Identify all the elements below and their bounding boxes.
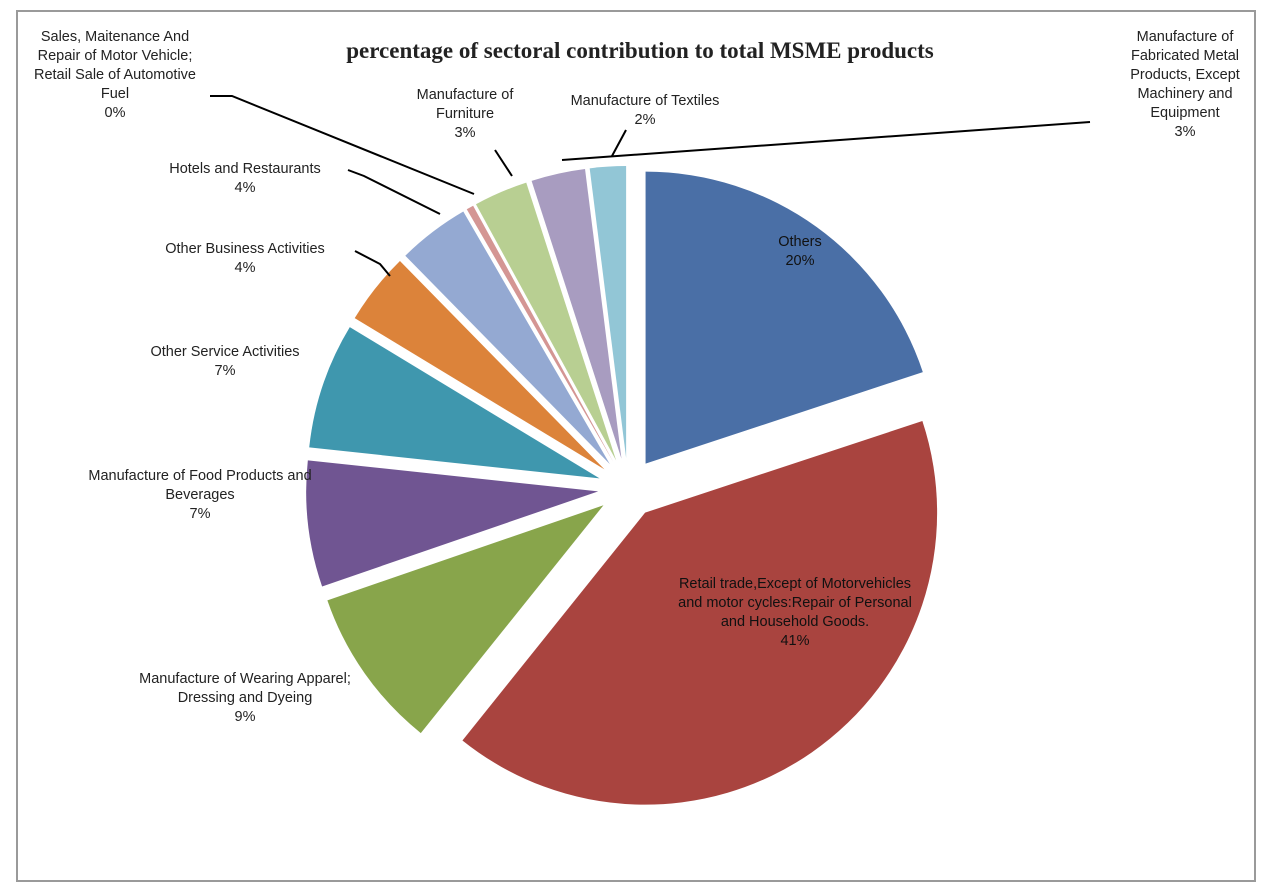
pie-slice	[354, 260, 605, 470]
value-label: 3%	[1174, 124, 1196, 140]
data-label: Other Business Activities 4%	[120, 240, 370, 278]
value-label: 41%	[780, 633, 810, 649]
data-label: Manufacture of Textiles 2%	[525, 92, 765, 130]
value-label: 4%	[234, 180, 256, 196]
pie-slice	[306, 460, 599, 587]
pie-slice	[327, 505, 604, 734]
chart-title: percentage of sectoral contribution to t…	[346, 38, 934, 63]
category-label: Manufacture of Wearing Apparel; Dressing…	[139, 671, 351, 706]
data-label: Sales, Maitenance And Repair of Motor Ve…	[20, 28, 210, 123]
category-label: Other Business Activities	[165, 241, 325, 257]
data-label: Manufacture of Fabricated Metal Products…	[1110, 28, 1260, 142]
leader-line	[210, 95, 475, 195]
category-label: Others	[778, 234, 822, 250]
pie-slice	[645, 171, 923, 464]
value-label: 20%	[785, 253, 815, 269]
leader-line	[354, 250, 391, 277]
data-label: Retail trade,Except of Motorvehicles and…	[675, 575, 915, 651]
category-label: Manufacture of Fabricated Metal Products…	[1130, 29, 1240, 121]
data-label: Hotels and Restaurants 4%	[130, 160, 360, 198]
leader-line	[611, 129, 627, 157]
leader-line	[494, 149, 513, 177]
data-label: Others 20%	[735, 233, 865, 271]
category-label: Manufacture of Furniture	[416, 87, 514, 122]
data-label: Manufacture of Furniture 3%	[390, 86, 540, 143]
data-label: Other Service Activities 7%	[110, 343, 340, 381]
value-label: 3%	[454, 125, 476, 141]
category-label: Manufacture of Food Products and Beverag…	[88, 468, 312, 503]
pie-slice	[462, 421, 938, 805]
pie-slice	[466, 205, 614, 462]
category-label: Retail trade,Except of Motorvehicles and…	[678, 576, 912, 630]
pie-slice	[531, 169, 622, 459]
pie-slice	[475, 182, 617, 461]
leader-line	[347, 169, 441, 215]
value-label: 2%	[634, 112, 656, 128]
value-label: 4%	[234, 260, 256, 276]
category-label: Hotels and Restaurants	[169, 161, 321, 177]
leader-line	[561, 121, 1091, 161]
category-label: Sales, Maitenance And Repair of Motor Ve…	[33, 29, 196, 102]
pie-slice	[589, 166, 627, 459]
value-label: 7%	[214, 363, 236, 379]
value-label: 7%	[189, 506, 211, 522]
chart-frame	[16, 10, 1256, 882]
data-label: Manufacture of Wearing Apparel; Dressing…	[130, 670, 360, 727]
data-label: Manufacture of Food Products and Beverag…	[85, 467, 315, 524]
category-label: Manufacture of Textiles	[570, 93, 720, 109]
pie-slice	[309, 327, 600, 479]
pie-slice	[405, 211, 610, 465]
value-label: 0%	[104, 105, 126, 121]
category-label: Other Service Activities	[150, 344, 300, 360]
value-label: 9%	[234, 709, 256, 725]
